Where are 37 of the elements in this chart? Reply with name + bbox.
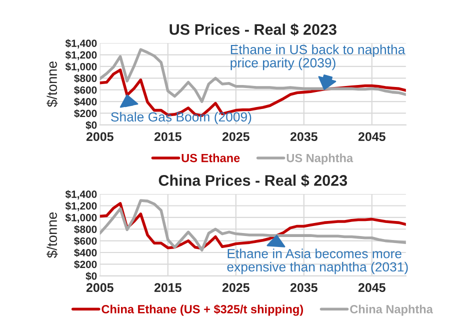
y-tick-label: $0: [86, 272, 97, 280]
legend-label: China Naphtha: [350, 304, 433, 316]
y-axis-title: $/tonne: [46, 61, 58, 108]
x-tick-label: 2005: [86, 283, 114, 292]
y-tick-label: $600: [74, 86, 97, 94]
annotation: Shale Gas Boom (2009): [111, 112, 252, 124]
y-tick-label: $1,400: [65, 39, 97, 48]
y-tick-label: $800: [74, 225, 97, 234]
chart-title: China Prices - Real $ 2023: [158, 174, 348, 187]
annotation: Ethane in US back to naphtha price parity (2039): [230, 44, 406, 70]
annotation: Ethane in Asia becomes more expensive than naphtha (2031): [227, 248, 408, 274]
y-tick-label: $800: [74, 74, 97, 83]
y-tick-label: $1,200: [65, 50, 97, 60]
chart-title: US Prices - Real $ 2023: [170, 23, 336, 36]
y-tick-label: $1,000: [65, 62, 97, 72]
legend-label: China Ethane (US + $325/t shipping): [102, 304, 304, 316]
x-tick-label: 2045: [358, 132, 386, 142]
y-tick-label: $400: [74, 98, 97, 106]
y-axis-title: $/tonne: [46, 212, 58, 258]
x-tick-label: 2015: [154, 283, 182, 292]
x-tick-label: 2035: [290, 132, 318, 142]
legend-label: US Naphtha: [286, 154, 354, 165]
legend-label: US Ethane: [182, 154, 240, 162]
x-tick-label: 2025: [222, 132, 250, 142]
y-tick-label: $400: [74, 248, 97, 258]
x-tick-label: 2025: [222, 283, 250, 292]
y-tick-label: $1,000: [65, 213, 97, 223]
y-tick-label: $1,400: [65, 190, 97, 200]
y-tick-label: $0: [86, 120, 97, 130]
y-tick-label: $200: [74, 109, 97, 118]
y-tick-label: $600: [74, 236, 97, 246]
x-tick-label: 2035: [290, 283, 318, 292]
x-tick-label: 2015: [154, 132, 182, 142]
x-tick-label: 2005: [86, 132, 114, 142]
y-tick-label: $1,200: [65, 202, 97, 212]
x-tick-label: 2045: [358, 283, 386, 292]
y-tick-label: $200: [74, 260, 97, 269]
